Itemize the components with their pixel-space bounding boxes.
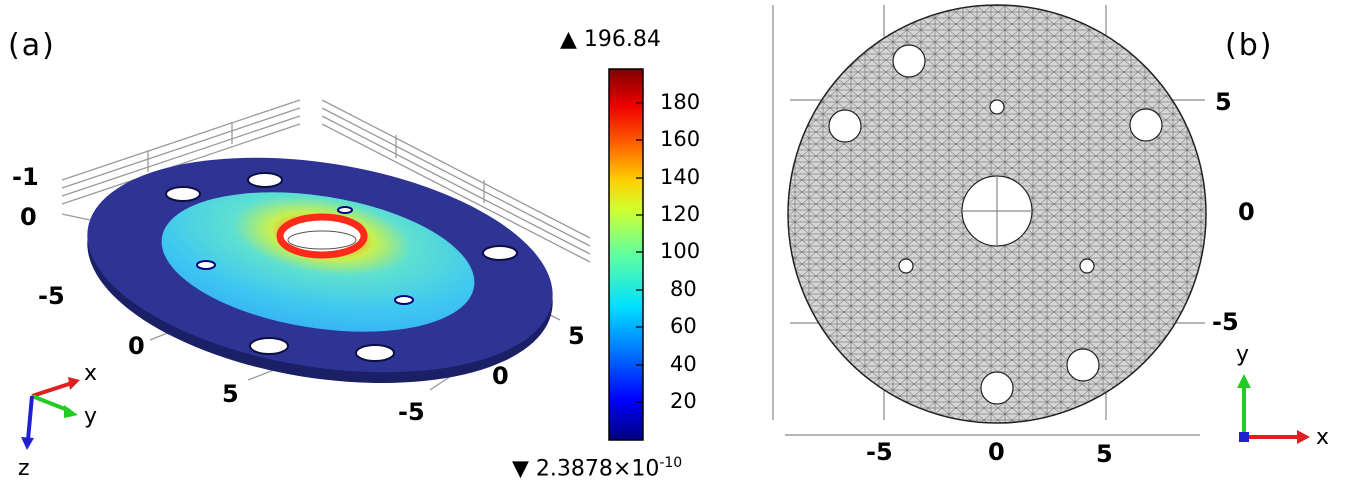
mesh-small-hole — [989, 99, 1005, 115]
tick-left-0: 0 — [128, 332, 145, 360]
tick-b-y-neg5: -5 — [1212, 308, 1239, 336]
mesh-bolt-hole — [1129, 108, 1163, 142]
mesh-small-hole — [898, 258, 914, 274]
tick-right-0: 0 — [492, 362, 509, 390]
tick-right-5: 5 — [568, 322, 585, 350]
tick-b-x-5: 5 — [1096, 440, 1113, 468]
colorbar-min-label: ▼ 2.3878×10-10 — [512, 455, 683, 482]
bolt-hole — [355, 344, 395, 362]
colorbar-tick: 100 — [660, 239, 701, 263]
tick-right-neg5: -5 — [398, 398, 425, 426]
mesh-bolt-hole — [892, 44, 926, 78]
center-hole — [276, 213, 368, 259]
colorbar-tick: 140 — [660, 165, 701, 189]
mesh-bolt-hole — [828, 109, 862, 143]
bolt-hole — [247, 172, 283, 188]
bolt-hole — [165, 186, 201, 202]
colorbar-tick: 160 — [660, 127, 701, 151]
colorbar — [608, 68, 644, 441]
tick-b-y-5: 5 — [1215, 88, 1232, 116]
panel-a-3d-plot — [21, 99, 591, 450]
tick-left-5: 5 — [222, 380, 239, 408]
panel-b-label: (b) — [1225, 28, 1274, 63]
tick-b-x-0: 0 — [988, 438, 1005, 466]
colorbar-tick: 120 — [660, 202, 701, 226]
colorbar-tick: 60 — [670, 314, 697, 338]
small-hole — [196, 260, 216, 270]
colorbar-tick: 20 — [670, 389, 697, 413]
mesh-bolt-hole — [980, 371, 1014, 405]
tick-b-y-0: 0 — [1238, 198, 1255, 226]
panel-a-label: (a) — [8, 28, 56, 63]
small-hole — [337, 206, 353, 214]
triad-a-x-label: x — [84, 361, 98, 386]
mesh-bolt-hole — [1066, 348, 1100, 382]
colorbar-tick: 80 — [670, 277, 697, 301]
tick-z-neg1: -1 — [12, 163, 39, 191]
tick-z-0: 0 — [20, 203, 37, 231]
small-hole — [394, 295, 414, 305]
triad-b-x-label: x — [1316, 425, 1330, 450]
bolt-hole — [482, 245, 518, 261]
triad-b-y-label: y — [1236, 342, 1250, 367]
bounding-box-lines — [61, 99, 591, 391]
axis-triad-2d — [1237, 374, 1310, 444]
triad-a-y-label: y — [84, 404, 98, 429]
colorbar-max-label: ▲ 196.84 — [560, 27, 661, 52]
panel-b-mesh-plot — [772, 4, 1310, 444]
mesh-small-hole — [1079, 258, 1095, 274]
axis-triad-3d — [21, 377, 80, 450]
bolt-hole — [249, 337, 289, 355]
tick-left-neg5: -5 — [38, 282, 65, 310]
colorbar-tick: 40 — [670, 352, 697, 376]
colorbar-tick: 180 — [660, 90, 701, 114]
triad-a-z-label: z — [18, 456, 30, 481]
tick-b-x-neg5: -5 — [866, 438, 893, 466]
